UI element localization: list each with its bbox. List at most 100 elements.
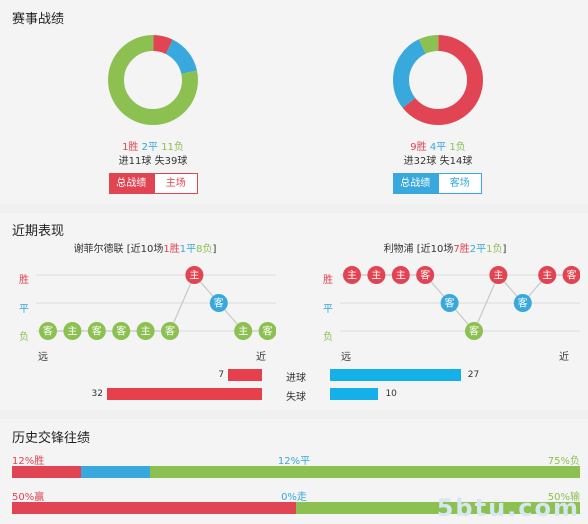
history-row1-bar [12,466,580,478]
right-form-venue-label: 客 [567,269,577,282]
right-form-marker [465,322,483,340]
history-row1-loss-label: 75%负 [547,456,580,467]
history-section: 历史交锋往绩 12%胜 12%平 75%负 50%赢 0%走 50%输 [0,419,588,524]
left-form-point: 客 [209,294,228,312]
left-goals-against-value: 32 [91,389,103,399]
right-donut-win-slice [393,35,483,125]
left-form-venue-label: 主 [189,270,199,282]
left-ylabel-draw: 平 [19,304,29,315]
left-form-chart: 客主客客主客主客主客 [36,266,276,340]
goals-against-label: 失球 [286,392,306,403]
right-form-point: 主 [538,266,557,284]
right-form-marker [343,266,361,284]
left-form-venue-label: 主 [67,326,77,338]
right-recent-draws: 2平 [469,244,487,255]
left-form-point: 客 [39,322,57,340]
history-row2-bar [12,502,580,514]
left-xlabel-near: 近 [256,352,266,363]
right-losses: 1负 [449,142,466,153]
tab-left-overall[interactable]: 总战绩 [109,173,154,194]
right-form-venue-label: 主 [347,270,357,282]
right-xlabel-far: 远 [341,352,351,363]
right-form-point: 主 [391,266,410,284]
right-goals-for-bar [330,369,461,381]
right-donut-draw-slice [393,35,483,125]
right-form-marker [538,266,557,284]
right-form-marker [489,266,508,284]
history-row2-win-segment [12,502,296,514]
left-recent-suffix: ] [212,244,217,255]
right-goals-against-value: 10 [385,389,397,399]
right-ylabel-win: 胜 [323,275,333,286]
right-form-point: 客 [416,266,435,284]
right-form-point: 客 [440,294,459,312]
right-form-venue-label: 客 [518,297,528,310]
left-form-point: 主 [136,322,155,340]
left-ylabel-win: 胜 [19,275,29,286]
right-form-line [352,273,572,333]
right-record-tabs: 总战绩 客场 [393,173,482,194]
left-form-marker [234,322,253,340]
left-xlabel-far: 远 [38,352,48,363]
right-form-marker [562,266,580,284]
tab-right-away[interactable]: 客场 [437,173,482,194]
right-recent-wins: 7胜 [453,244,470,255]
left-ylabel-loss: 负 [19,332,29,343]
right-form-point: 主 [489,266,508,284]
left-losses: 11负 [161,142,184,153]
record-section: 赛事战绩 1胜 2平 11负 进11球 失39球 9胜 4平 1负 进32球 失… [0,0,588,204]
history-row2-win-label: 50%赢 [12,492,45,503]
right-recent-losses: 1负 [486,244,503,255]
left-form-marker [209,294,228,312]
left-form-point: 客 [87,322,106,340]
left-form-point: 客 [161,322,179,340]
left-goals-against-bar [107,388,262,400]
recent-section: 近期表现 谢菲尔德联 [近10场1胜1平8负] 利物浦 [近10场7胜2平1负]… [0,213,588,410]
right-xlabel-near: 近 [559,352,569,363]
right-form-marker [440,294,459,312]
right-record-summary: 9胜 4平 1负 进32球 失14球 [363,141,513,169]
right-draws: 4平 [429,142,447,153]
left-form-venue-label: 客 [214,297,224,310]
left-form-line [48,273,268,332]
history-row1-win-label: 12%胜 [12,456,45,467]
history-row2-loss-segment [296,502,580,514]
right-team-name: 利物浦 [383,244,414,255]
left-form-marker [258,322,276,340]
right-donut-chart [393,35,483,125]
right-form-venue-label: 主 [396,270,406,282]
tab-left-home[interactable]: 主场 [153,173,198,194]
history-title: 历史交锋往绩 [12,431,91,446]
left-donut-chart [108,35,198,125]
left-form-marker [112,322,131,340]
tab-right-overall[interactable]: 总战绩 [393,173,438,194]
right-ylabel-draw: 平 [323,304,333,315]
left-donut-loss-slice [108,35,198,125]
right-form-point: 主 [367,266,386,284]
left-form-point: 主 [63,322,82,340]
left-form-marker [87,322,106,340]
right-donut-loss-slice [393,35,483,125]
right-form-point: 主 [343,266,361,284]
right-form-marker [367,266,386,284]
left-form-venue-label: 主 [141,326,151,338]
left-goals-for-bar [228,369,262,381]
left-recent-prefix: [近10场 [126,244,164,255]
history-row1-draw-segment [80,466,150,478]
right-ylabel-loss: 负 [323,332,333,343]
right-form-venue-label: 主 [493,270,503,282]
watermark-logo: 5btu.com [436,494,580,522]
left-form-point: 主 [234,322,253,340]
right-form-venue-label: 主 [371,270,381,282]
right-form-marker [391,266,410,284]
right-form-venue-label: 客 [445,297,455,310]
left-recent-summary: 谢菲尔德联 [近10场1胜1平8负] [30,240,260,255]
left-form-venue-label: 客 [263,325,273,338]
history-row2-draw-label: 0%走 [281,492,307,503]
right-form-chart: 主主主客客客主客主客 [340,266,580,340]
right-form-point: 客 [562,266,580,284]
left-recent-losses: 8负 [196,244,213,255]
left-form-venue-label: 客 [116,325,126,338]
left-team-name: 谢菲尔德联 [73,244,124,255]
left-record-tabs: 总战绩 主场 [109,173,198,194]
